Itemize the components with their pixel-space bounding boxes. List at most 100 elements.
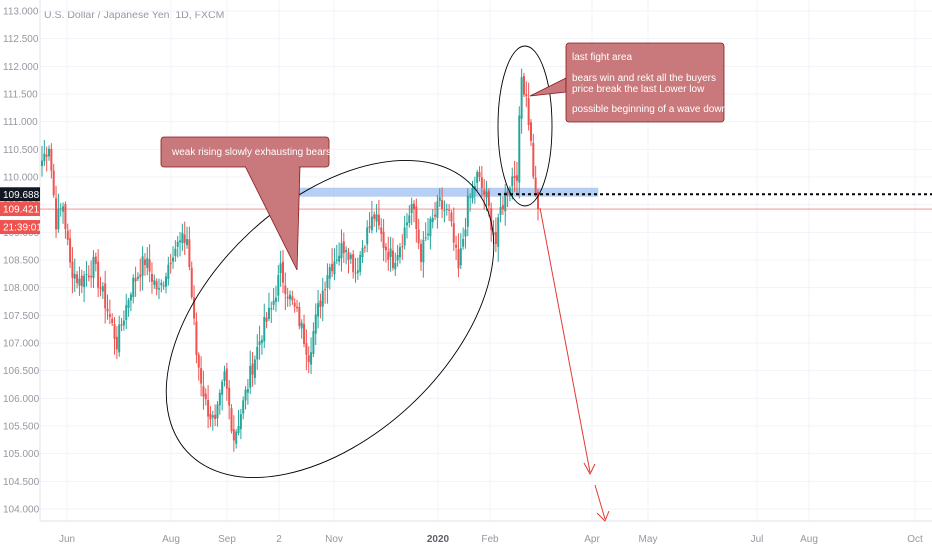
candle: [534, 165, 537, 197]
candle-body: [473, 186, 476, 190]
candle-body: [312, 331, 315, 354]
price-badge-label: 21:39:01: [3, 223, 42, 234]
candle: [50, 143, 53, 179]
candle-body: [333, 261, 336, 275]
candle: [244, 386, 247, 410]
candle-body: [132, 277, 135, 298]
candle: [230, 404, 233, 434]
candle: [92, 250, 95, 289]
candle-body: [225, 368, 228, 389]
candle-body: [258, 341, 261, 346]
candle-body: [384, 246, 387, 251]
candle: [469, 193, 472, 212]
candle-body: [537, 191, 539, 210]
candle-body: [101, 286, 104, 292]
callout-right-line: bears win and rekt all the buyers: [572, 73, 716, 84]
candle-body: [115, 336, 118, 350]
candle: [239, 408, 242, 440]
price-badge-label: 109.688: [3, 190, 40, 201]
candle-body: [174, 248, 177, 257]
candle: [69, 229, 72, 268]
y-tick-label: 104.000: [3, 505, 40, 516]
candle: [167, 256, 170, 286]
candle: [293, 298, 296, 313]
candle-body: [193, 297, 196, 319]
candle-body: [527, 98, 530, 126]
y-tick-label: 104.500: [3, 477, 40, 488]
candle-body: [165, 276, 167, 287]
candle-body: [296, 306, 299, 309]
candle-body: [181, 232, 184, 244]
candle: [450, 209, 453, 227]
candle-body: [501, 205, 504, 210]
candle: [429, 216, 432, 250]
candle-body: [211, 415, 214, 418]
chart-grid: [39, 0, 932, 521]
y-tick-label: 113.000: [3, 7, 39, 18]
candle-body: [469, 196, 472, 198]
candle: [183, 221, 186, 255]
candle: [291, 290, 294, 305]
candle-body: [487, 191, 490, 206]
candle-body: [515, 175, 518, 181]
candle: [303, 314, 306, 348]
candle: [310, 337, 313, 375]
candle-body: [179, 240, 182, 243]
candle: [359, 250, 362, 276]
candle: [146, 247, 149, 276]
price-badges: 109.688 109.421 21:39:01: [0, 187, 42, 235]
candle-body: [504, 192, 507, 212]
candle-body: [363, 247, 366, 249]
drawings: weak rising slowly exhausting bears last …: [160, 42, 727, 522]
candle: [265, 311, 268, 329]
candle: [324, 281, 327, 304]
candle-body: [321, 290, 324, 307]
candle-body: [417, 229, 420, 244]
candle: [181, 223, 184, 252]
candle: [253, 355, 256, 385]
candle-body: [408, 215, 411, 223]
candle-body: [401, 246, 404, 248]
y-axis: 104.000 104.500 105.000 105.500 106.000 106.5…: [3, 7, 40, 516]
candle: [480, 165, 483, 198]
candle: [466, 188, 469, 237]
candle-body: [324, 289, 327, 291]
candle-body: [494, 231, 497, 245]
candle: [235, 429, 238, 449]
candle-body: [94, 256, 97, 264]
candle: [438, 188, 441, 207]
candle-body: [237, 425, 240, 433]
candle-body: [441, 200, 444, 210]
candle-body: [122, 320, 125, 326]
x-tick-label: Oct: [907, 534, 923, 545]
candle-body: [445, 209, 448, 211]
candle-body: [172, 257, 175, 262]
candle: [242, 396, 245, 420]
candle-body: [387, 251, 390, 260]
callout-left-box: [160, 136, 330, 168]
candle: [347, 248, 350, 274]
candle-body: [534, 177, 537, 195]
candle-body: [281, 261, 284, 283]
candle: [176, 235, 179, 258]
candle-body: [483, 190, 486, 195]
candle: [249, 350, 252, 395]
candle-body: [134, 278, 137, 282]
candle: [483, 178, 486, 210]
candle-body: [328, 267, 331, 279]
candle: [331, 248, 334, 278]
candle: [150, 262, 153, 294]
candle: [296, 299, 299, 312]
candle: [478, 166, 481, 182]
candle: [307, 346, 310, 374]
candle-body: [291, 296, 294, 301]
candle: [90, 260, 93, 288]
candle-body: [506, 191, 509, 195]
candle-body: [415, 206, 418, 230]
candle-body: [310, 352, 313, 365]
ellipse-left: [165, 160, 495, 478]
candle: [101, 282, 104, 299]
candle: [284, 272, 287, 311]
candle: [384, 243, 387, 263]
